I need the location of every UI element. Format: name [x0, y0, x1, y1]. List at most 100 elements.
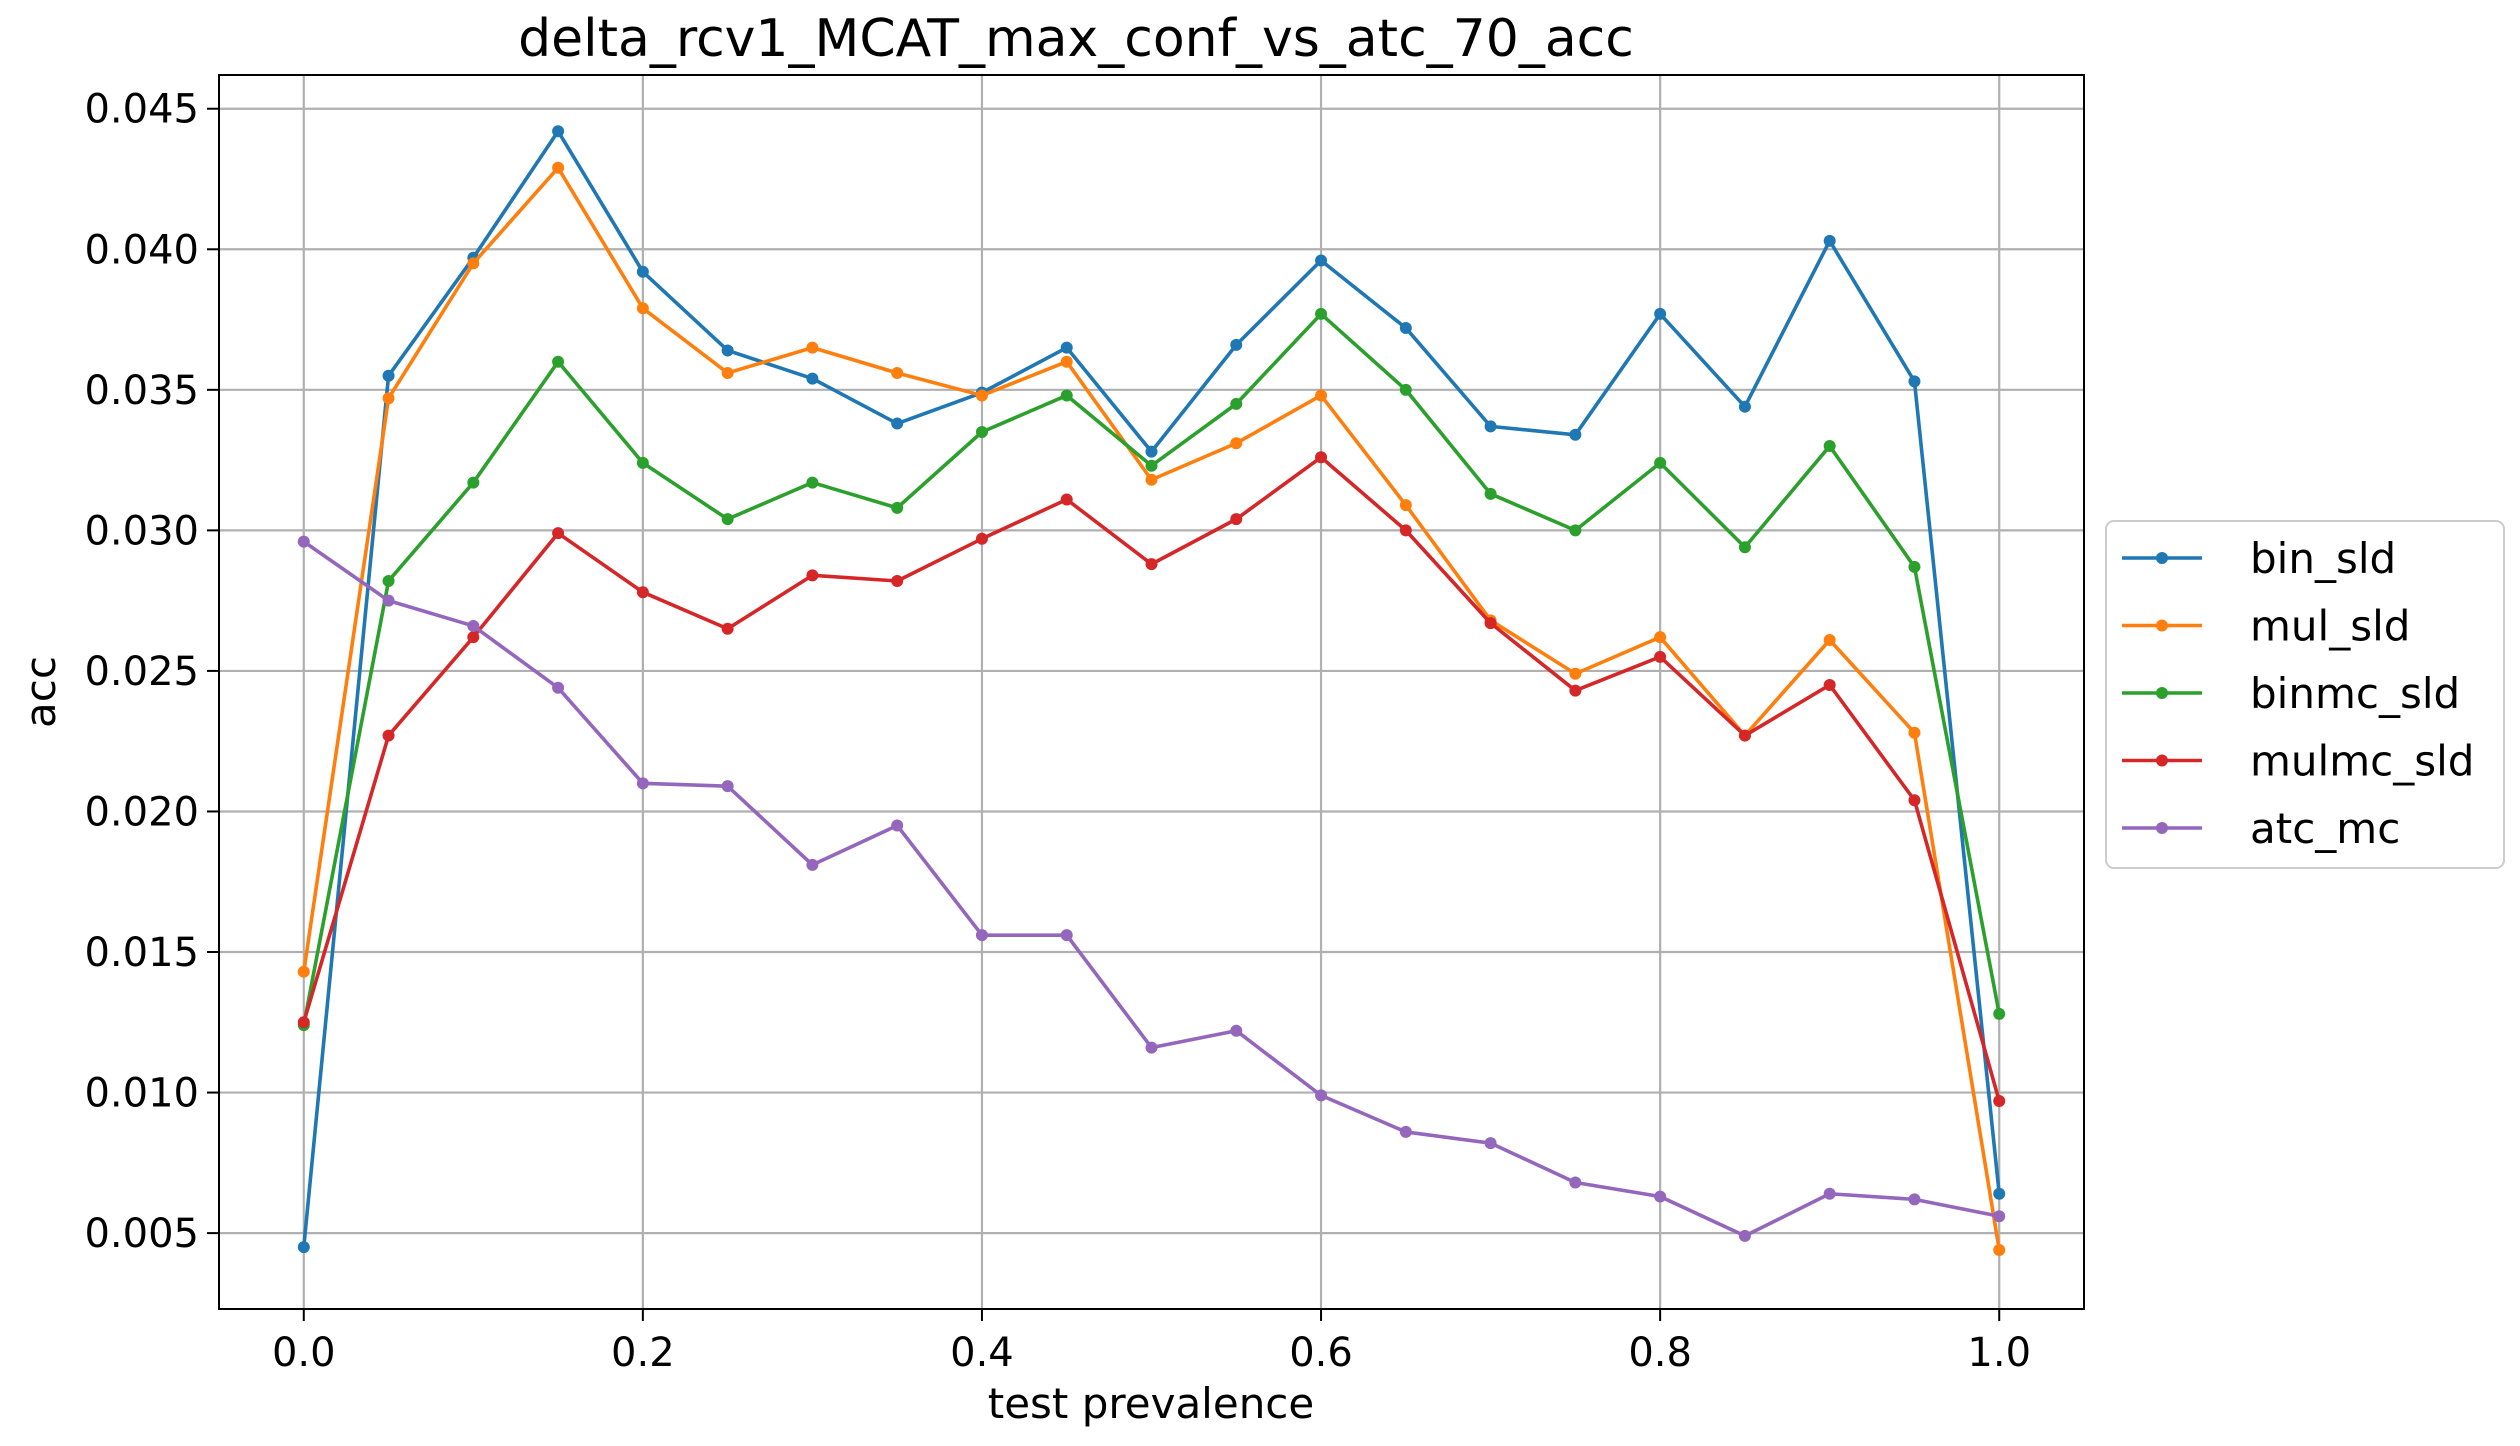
data-point [975, 389, 988, 402]
data-point [1908, 1193, 1921, 1206]
data-point [1569, 428, 1582, 441]
y-tick-label: 0.020 [84, 789, 199, 835]
series-mulmc_sld [297, 451, 2006, 1107]
data-point [1908, 375, 1921, 388]
data-point [1315, 1089, 1328, 1102]
data-point [1738, 400, 1751, 413]
series-line [302, 540, 2000, 1238]
data-point [1145, 1041, 1158, 1054]
data-point [297, 1016, 310, 1029]
data-point [806, 476, 819, 489]
data-point [975, 425, 988, 438]
data-point [1145, 558, 1158, 571]
data-point [975, 532, 988, 545]
data-point [1993, 1210, 2006, 1223]
legend-swatch-marker [2156, 687, 2168, 699]
data-point [1484, 487, 1497, 500]
y-axis-label: acc [16, 656, 65, 728]
x-tick-label: 1.0 [1967, 1330, 2031, 1376]
data-point [1399, 321, 1412, 334]
data-point [721, 622, 734, 635]
series-atc_mc [297, 535, 2006, 1242]
data-point [636, 265, 649, 278]
x-axis-ticks: 0.0 0.2 0.4 0.6 0.8 1.0 [272, 1309, 2031, 1376]
data-point [1738, 1229, 1751, 1242]
data-point [636, 777, 649, 790]
data-point [1230, 1024, 1243, 1037]
data-point [382, 729, 395, 742]
data-point [1908, 794, 1921, 807]
data-point [1060, 389, 1073, 402]
data-point [382, 369, 395, 382]
data-point [1060, 929, 1073, 942]
data-point [1654, 631, 1667, 644]
plot-frame [218, 74, 2085, 1310]
series-line [301, 165, 2002, 1251]
data-point [721, 366, 734, 379]
legend-item-atc_mc: atc_mc [2122, 804, 2400, 853]
y-tick-label: 0.045 [84, 87, 199, 133]
data-point [297, 965, 310, 978]
x-tick-label: 0.0 [272, 1330, 336, 1376]
data-point [1484, 1137, 1497, 1150]
data-point [1145, 459, 1158, 472]
data-point [1569, 1176, 1582, 1189]
data-point [1993, 1243, 2006, 1256]
data-point [806, 341, 819, 354]
data-point [552, 527, 565, 540]
legend-label: mul_sld [2250, 602, 2410, 651]
data-point [467, 631, 480, 644]
data-point [1315, 307, 1328, 320]
legend-label: mulmc_sld [2250, 737, 2474, 786]
data-point [806, 372, 819, 385]
y-tick-label: 0.030 [84, 508, 199, 554]
data-point [721, 344, 734, 357]
data-point [1230, 397, 1243, 410]
y-tick-label: 0.005 [84, 1211, 199, 1257]
series-binmc_sld [297, 307, 2006, 1032]
data-point [891, 501, 904, 514]
data-point [1484, 420, 1497, 433]
data-point [1569, 667, 1582, 680]
data-point [721, 780, 734, 793]
legend-item-binmc_sld: binmc_sld [2122, 669, 2460, 718]
series-line [302, 455, 2001, 1102]
y-axis-ticks: 0.005 0.010 0.015 0.020 0.025 0.030 0.035 0.040… [84, 87, 219, 1257]
data-point [1654, 650, 1667, 663]
data-point [1399, 499, 1412, 512]
data-point [1908, 560, 1921, 573]
legend-item-bin_sld: bin_sld [2122, 534, 2396, 583]
data-point [297, 1241, 310, 1254]
data-point [467, 476, 480, 489]
data-point [1823, 440, 1836, 453]
data-point [297, 535, 310, 548]
data-point [1399, 383, 1412, 396]
data-point [552, 125, 565, 138]
data-point [1823, 633, 1836, 646]
data-point [1230, 513, 1243, 526]
data-point [1060, 493, 1073, 506]
data-point [806, 569, 819, 582]
data-point [1993, 1094, 2006, 1107]
x-tick-label: 0.6 [1289, 1330, 1353, 1376]
data-point [1908, 726, 1921, 739]
data-point [1569, 684, 1582, 697]
data-point [721, 513, 734, 526]
legend-item-mul_sld: mul_sld [2122, 602, 2410, 651]
legend-swatch-marker [2156, 552, 2168, 564]
y-tick-label: 0.035 [84, 368, 199, 414]
legend-label: bin_sld [2250, 534, 2396, 583]
data-point [636, 456, 649, 469]
data-point [467, 619, 480, 632]
data-point [382, 594, 395, 607]
y-tick-label: 0.015 [84, 930, 199, 976]
data-point [1145, 473, 1158, 486]
grid [219, 75, 2084, 1309]
y-tick-label: 0.010 [84, 1071, 199, 1117]
x-tick-label: 0.4 [950, 1330, 1014, 1376]
x-tick-label: 0.8 [1628, 1330, 1692, 1376]
data-point [1315, 389, 1328, 402]
data-point [1484, 617, 1497, 630]
data-point [1738, 541, 1751, 554]
